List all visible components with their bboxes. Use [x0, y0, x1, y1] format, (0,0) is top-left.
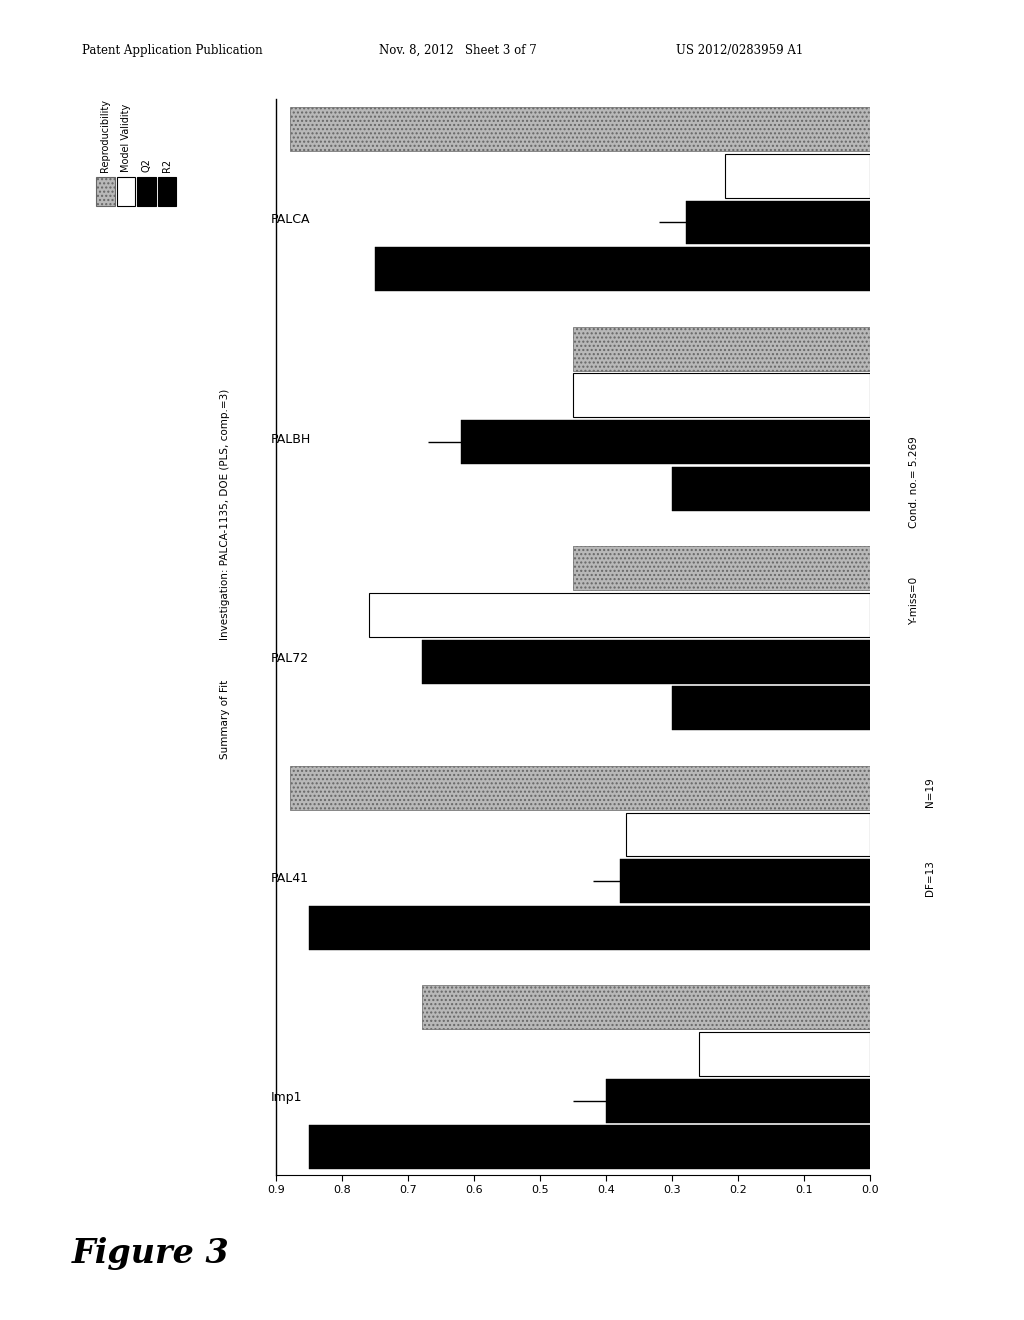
Text: Cond. no.= 5.269: Cond. no.= 5.269 [909, 436, 920, 528]
Text: PAL41: PAL41 [270, 873, 308, 884]
Bar [422, 640, 870, 684]
Text: Q2: Q2 [141, 157, 152, 172]
Text: PALCA: PALCA [270, 214, 310, 226]
Bar [573, 374, 870, 417]
Text: PAL72: PAL72 [270, 652, 308, 665]
Bar [627, 813, 870, 857]
Bar [725, 154, 870, 198]
Text: Imp1: Imp1 [270, 1092, 302, 1105]
Bar [309, 1126, 870, 1170]
Bar [573, 327, 870, 371]
Text: Reproducibility: Reproducibility [100, 99, 111, 172]
Bar [673, 686, 870, 730]
Text: Summary of Fit: Summary of Fit [220, 680, 230, 759]
Text: Model Validity: Model Validity [121, 103, 131, 172]
Bar [376, 247, 870, 292]
Bar [290, 766, 870, 809]
Bar [698, 1032, 870, 1076]
Text: PALBH: PALBH [270, 433, 311, 446]
Text: Y-miss=0: Y-miss=0 [909, 577, 920, 624]
Bar [290, 107, 870, 152]
Bar [369, 593, 870, 636]
Bar [673, 467, 870, 511]
Text: DF=13: DF=13 [925, 859, 935, 896]
Text: N=19: N=19 [925, 777, 935, 807]
Text: Investigation: PALCA-1135, DOE (PLS, comp.=3): Investigation: PALCA-1135, DOE (PLS, com… [220, 389, 230, 640]
Bar [422, 986, 870, 1030]
Text: Figure 3: Figure 3 [72, 1237, 229, 1270]
Bar [686, 201, 870, 244]
Bar [620, 859, 870, 903]
Bar [606, 1078, 870, 1122]
Text: R2: R2 [162, 158, 172, 172]
Text: US 2012/0283959 A1: US 2012/0283959 A1 [676, 44, 803, 57]
Bar [309, 906, 870, 950]
Text: Nov. 8, 2012   Sheet 3 of 7: Nov. 8, 2012 Sheet 3 of 7 [379, 44, 537, 57]
Text: Patent Application Publication: Patent Application Publication [82, 44, 262, 57]
Bar [461, 420, 870, 465]
Bar [573, 546, 870, 590]
